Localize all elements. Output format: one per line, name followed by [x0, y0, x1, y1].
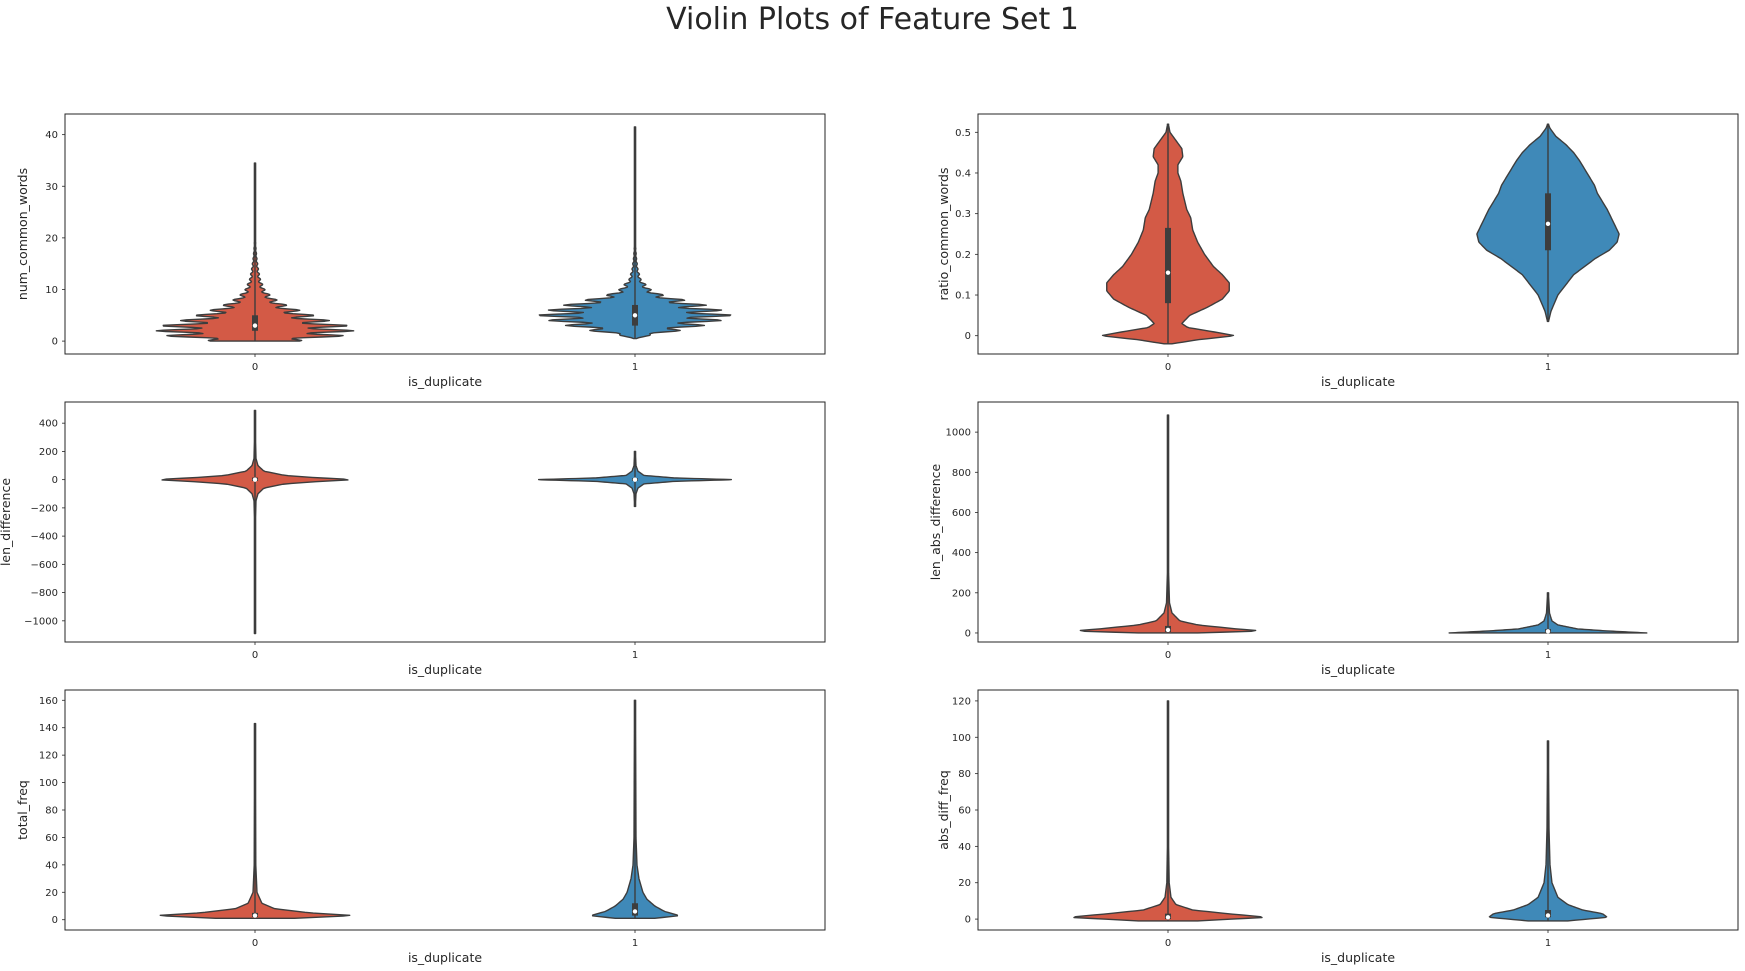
y-tick-label: 400: [952, 548, 971, 559]
y-axis-label: num_common_words: [15, 168, 30, 300]
violin-iqr-box-0: [1165, 227, 1171, 304]
y-axis-label: ratio_common_words: [936, 167, 951, 300]
x-tick-label: 1: [1545, 362, 1551, 373]
y-tick-label: 60: [45, 833, 58, 844]
x-axis-label: is_duplicate: [1321, 662, 1395, 677]
y-tick-label: 0.5: [955, 128, 971, 139]
y-tick-label: −400: [31, 532, 58, 543]
violin-median-dot-0: [252, 323, 258, 328]
violin-median-dot-1: [1545, 221, 1551, 227]
y-tick-label: 0.2: [955, 250, 971, 261]
y-tick-label: 1000: [946, 428, 971, 439]
y-tick-label: 0: [965, 331, 971, 342]
violin-median-dot-1: [1545, 913, 1551, 918]
violin-median-dot-0: [252, 913, 258, 918]
violin-median-dot-0: [1165, 627, 1171, 633]
violin-median-dot-1: [632, 477, 638, 482]
x-tick-label: 1: [632, 650, 638, 661]
violin-panel-num-common-words: 0 10 20 30 40 0 1 is_duplicate num_common_words: [15, 113, 826, 389]
figure-title: Violin Plots of Feature Set 1: [666, 2, 1079, 37]
plot-frame: [977, 401, 1739, 643]
y-tick-label: 0.1: [955, 291, 971, 302]
y-tick-label: 0.4: [955, 168, 971, 179]
x-tick-label: 0: [252, 938, 258, 949]
y-tick-label: 20: [45, 233, 58, 244]
violin-median-dot-1: [632, 909, 638, 914]
plot-frame: [64, 113, 826, 355]
y-tick-label: 400: [39, 419, 58, 430]
violin-panel-len-abs-difference: 0 200 400 600 800 1000 0 1 is_duplicate len_abs_d…: [928, 401, 1739, 677]
y-tick-label: 0: [52, 915, 58, 926]
y-tick-label: 30: [45, 182, 58, 193]
violin-panel-ratio-common-words: 0 0.1 0.2 0.3 0.4 0.5 0 1 is_duplicate ratio_comm…: [936, 113, 1739, 389]
y-tick-label: 0: [965, 915, 971, 926]
x-tick-label: 0: [1165, 650, 1171, 661]
violin-median-dot-1: [1545, 629, 1551, 634]
y-tick-label: −1000: [24, 616, 58, 627]
x-tick-label: 1: [1545, 938, 1551, 949]
y-tick-label: 80: [45, 806, 58, 817]
y-tick-label: 40: [958, 842, 971, 853]
plot-frame: [64, 401, 826, 643]
y-tick-label: 0: [52, 475, 58, 486]
plot-frame: [977, 689, 1739, 931]
x-axis-label: is_duplicate: [408, 662, 482, 677]
x-axis-label: is_duplicate: [408, 950, 482, 965]
y-tick-label: 80: [958, 769, 971, 780]
y-tick-label: 600: [952, 508, 971, 519]
y-tick-label: 120: [952, 696, 971, 707]
y-tick-label: 800: [952, 468, 971, 479]
y-axis-label: total_freq: [15, 780, 30, 840]
x-tick-label: 0: [1165, 938, 1171, 949]
y-axis-label: len_abs_difference: [928, 463, 943, 580]
x-tick-label: 0: [1165, 362, 1171, 373]
y-tick-label: 10: [45, 285, 58, 296]
y-tick-label: −200: [31, 503, 58, 514]
y-tick-label: −800: [31, 588, 58, 599]
x-tick-label: 1: [632, 362, 638, 373]
violin-median-dot-0: [1165, 915, 1171, 920]
x-axis-label: is_duplicate: [1321, 374, 1395, 389]
y-axis-label: abs_diff_freq: [936, 770, 951, 850]
x-tick-label: 0: [252, 650, 258, 661]
violin-median-dot-0: [1165, 270, 1171, 275]
violin-median-dot-0: [252, 477, 258, 482]
y-tick-label: 0: [965, 628, 971, 639]
violin-panel-total-freq: 0 20 40 60 80 100 120 140 160 0 1 is_duplicate total…: [15, 689, 826, 965]
y-tick-label: 0.3: [955, 209, 971, 220]
y-tick-label: 200: [952, 588, 971, 599]
y-tick-label: −600: [31, 560, 58, 571]
y-tick-label: 100: [39, 778, 58, 789]
y-tick-label: 120: [39, 751, 58, 762]
y-tick-label: 140: [39, 723, 58, 734]
y-tick-label: 200: [39, 447, 58, 458]
violin-iqr-box-0: [252, 315, 258, 331]
plot-frame: [977, 113, 1739, 355]
y-axis-label: len_difference: [0, 478, 13, 566]
y-tick-label: 20: [958, 878, 971, 889]
y-tick-label: 0: [52, 337, 58, 348]
violin-median-dot-1: [632, 313, 638, 318]
x-tick-label: 1: [1545, 650, 1551, 661]
x-axis-label: is_duplicate: [1321, 950, 1395, 965]
x-tick-label: 0: [252, 362, 258, 373]
y-tick-label: 20: [45, 888, 58, 899]
violin-panel-len-difference: 400 200 0 −200 −400 −600 −800 −1000 0 1 is_duplica…: [0, 401, 826, 677]
y-tick-label: 160: [39, 696, 58, 707]
plot-frame: [64, 689, 826, 931]
y-tick-label: 100: [952, 733, 971, 744]
y-tick-label: 60: [958, 806, 971, 817]
x-tick-label: 1: [632, 938, 638, 949]
violin-panel-abs-diff-freq: 0 20 40 60 80 100 120 0 1 is_duplicate abs_diff_fr…: [936, 689, 1739, 965]
x-axis-label: is_duplicate: [408, 374, 482, 389]
y-tick-label: 40: [45, 860, 58, 871]
y-tick-label: 40: [45, 130, 58, 141]
